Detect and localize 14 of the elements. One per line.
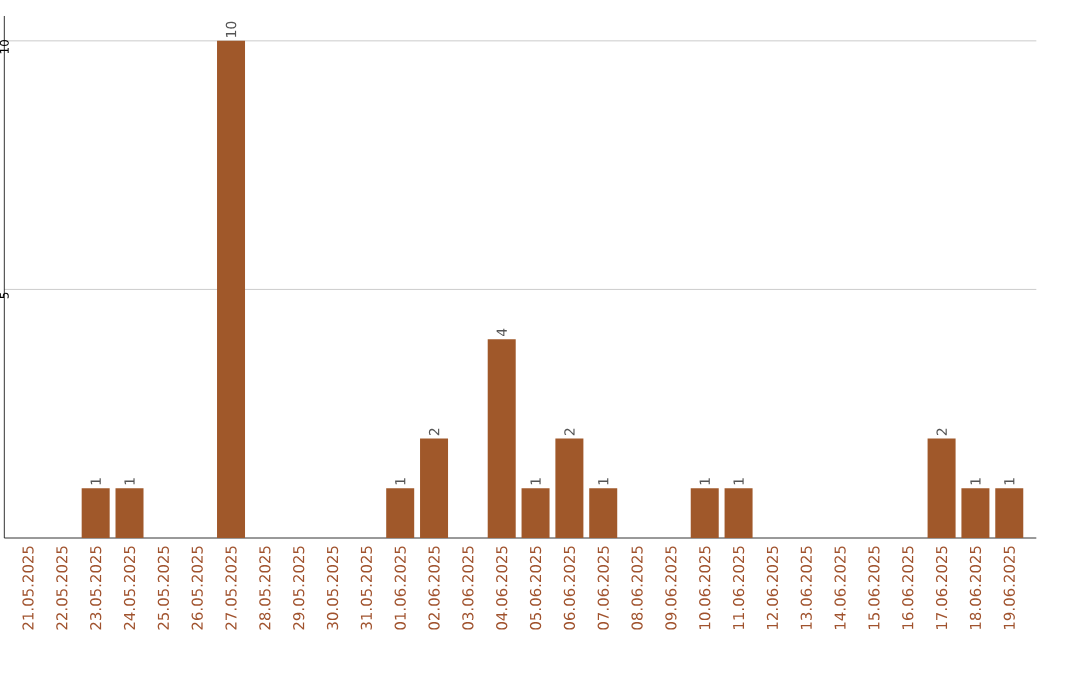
bar (487, 339, 516, 538)
bar (961, 488, 990, 538)
bar (420, 438, 449, 538)
bar (995, 488, 1024, 538)
bar (81, 488, 110, 538)
bar (690, 488, 719, 538)
bar (217, 40, 246, 538)
bar (927, 438, 956, 538)
bar (555, 438, 584, 538)
bar (115, 488, 144, 538)
bar (589, 488, 618, 538)
bar (521, 488, 550, 538)
bar (724, 488, 753, 538)
bar (386, 488, 415, 538)
